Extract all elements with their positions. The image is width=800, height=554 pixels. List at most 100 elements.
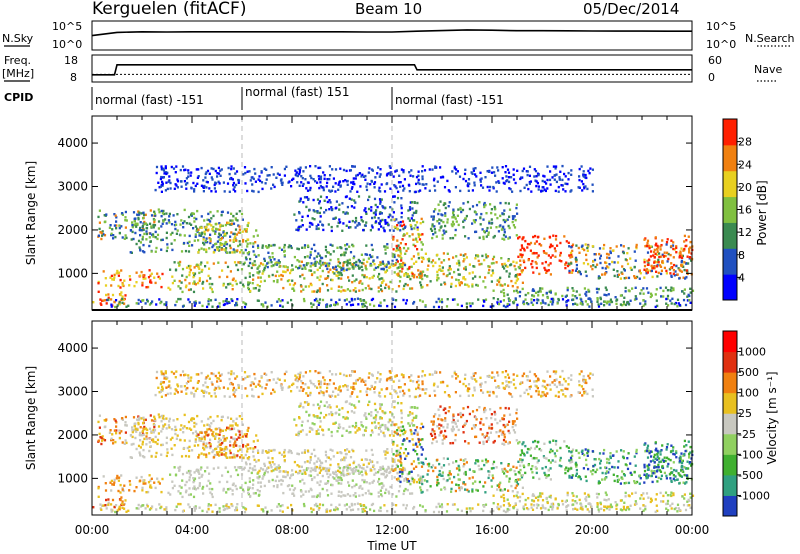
range-cell	[169, 187, 172, 190]
range-cell	[195, 229, 198, 232]
range-cell	[317, 457, 320, 460]
range-cell	[194, 302, 197, 305]
range-cell	[302, 170, 305, 173]
range-cell	[635, 297, 638, 300]
range-cell	[160, 420, 163, 423]
range-cell	[686, 272, 689, 276]
range-cell	[426, 284, 429, 287]
range-cell	[315, 227, 318, 231]
range-cell	[268, 174, 271, 177]
range-cell	[191, 244, 194, 247]
range-cell	[323, 199, 326, 202]
range-cell	[331, 278, 334, 282]
range-cell	[234, 172, 237, 175]
range-cell	[176, 213, 179, 216]
range-cell	[234, 235, 237, 238]
range-cell	[665, 241, 669, 244]
range-cell	[450, 276, 454, 279]
range-cell	[142, 243, 145, 247]
range-cell	[364, 469, 367, 473]
range-cell	[389, 280, 392, 284]
range-cell	[100, 237, 103, 241]
range-cell	[242, 468, 245, 471]
range-cell	[290, 298, 293, 302]
range-cell	[408, 235, 411, 238]
range-cell	[665, 302, 668, 305]
range-cell	[440, 219, 443, 222]
range-cell	[522, 167, 526, 170]
range-cell	[584, 292, 587, 296]
range-cell	[115, 299, 118, 302]
range-cell	[476, 284, 479, 287]
cpid-segment-3: normal (fast) -151	[395, 93, 504, 107]
range-cell	[321, 224, 325, 227]
range-cell	[220, 168, 223, 171]
range-cell	[253, 260, 256, 263]
range-cell	[339, 426, 342, 429]
range-cell	[398, 451, 401, 455]
range-cell	[462, 260, 465, 263]
range-cell	[145, 286, 148, 289]
range-cell	[370, 429, 374, 432]
range-cell	[237, 244, 240, 248]
range-cell	[361, 268, 364, 272]
range-cell	[403, 233, 406, 236]
range-cell	[290, 451, 293, 455]
range-cell	[159, 185, 162, 188]
range-cell	[149, 280, 152, 284]
range-cell	[211, 432, 214, 436]
range-cell	[579, 272, 582, 276]
range-cell	[142, 274, 145, 277]
range-cell	[158, 416, 161, 419]
range-cell	[160, 238, 163, 242]
range-cell	[415, 416, 418, 419]
range-cell	[379, 219, 382, 222]
range-cell	[194, 440, 197, 443]
range-cell	[418, 438, 421, 441]
range-cell	[670, 245, 673, 248]
range-cell	[110, 489, 113, 492]
colorbar-tick-label: 28	[738, 136, 752, 149]
range-cell	[365, 221, 368, 224]
range-cell	[617, 255, 620, 258]
range-cell	[384, 491, 387, 495]
range-cell	[622, 251, 625, 255]
range-cell	[181, 290, 184, 294]
range-cell	[419, 486, 422, 489]
range-cell	[683, 234, 686, 238]
range-cell	[463, 218, 466, 222]
range-cell	[338, 470, 341, 474]
range-cell	[436, 270, 439, 274]
range-cell	[388, 492, 391, 495]
range-cell	[272, 485, 275, 488]
range-cell	[510, 176, 513, 179]
range-cell	[396, 429, 399, 432]
range-cell	[555, 173, 558, 176]
range-cell	[255, 255, 258, 258]
range-cell	[383, 450, 386, 453]
range-cell	[338, 273, 341, 276]
range-cell	[453, 167, 456, 170]
range-cell	[515, 480, 519, 484]
range-cell	[611, 260, 614, 264]
range-cell	[384, 206, 387, 209]
range-cell	[647, 262, 650, 265]
range-cell	[446, 423, 449, 426]
range-cell	[421, 482, 424, 486]
range-cell	[313, 462, 316, 465]
range-cell	[252, 492, 255, 495]
range-cell	[514, 473, 517, 476]
range-cell	[612, 249, 615, 252]
range-cell	[125, 219, 128, 222]
range-cell	[236, 454, 239, 457]
range-cell	[171, 453, 174, 457]
range-cell	[401, 267, 404, 270]
range-cell	[203, 219, 206, 222]
range-cell	[197, 433, 200, 436]
range-cell	[418, 481, 421, 484]
range-cell	[236, 219, 239, 222]
range-cell	[499, 284, 502, 287]
range-cell	[660, 269, 663, 272]
range-cell	[515, 206, 518, 210]
